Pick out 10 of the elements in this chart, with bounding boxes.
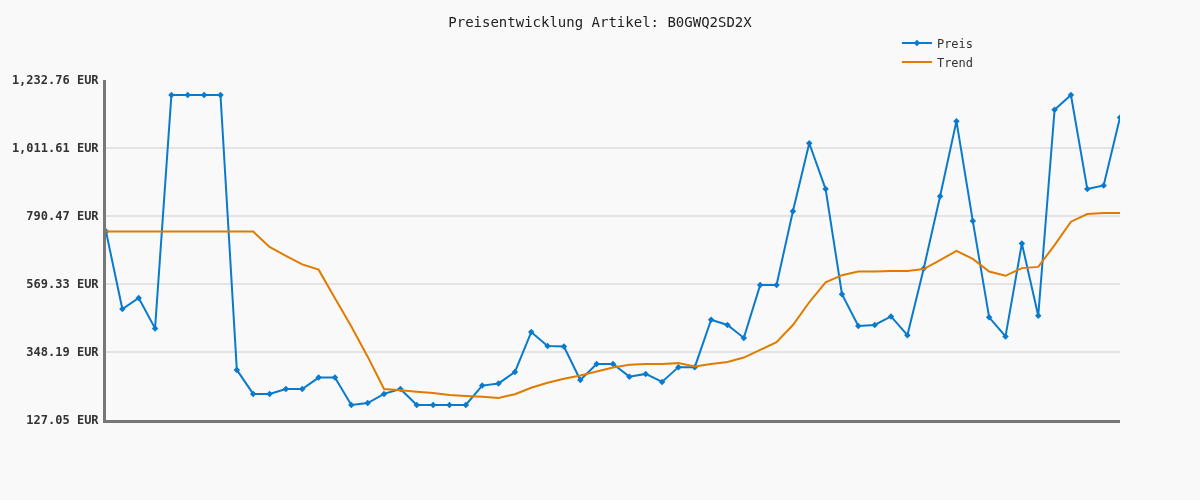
- y-tick-label: 127.05 EUR: [26, 413, 100, 428]
- y-tick-label: 569.33 EUR: [26, 277, 100, 292]
- legend-label: Trend: [936, 55, 974, 70]
- y-tick-label: 1,011.61 EUR: [11, 141, 100, 156]
- y-tick-label: 348.19 EUR: [26, 345, 100, 360]
- chart-title: Preisentwicklung Artikel: B0GWQ2SD2X: [448, 14, 753, 31]
- y-tick-label: 1,232.76 EUR: [11, 73, 100, 88]
- legend-label: Preis: [936, 36, 974, 51]
- line-series: [106, 212, 1120, 399]
- y-tick-label: 790.47 EUR: [26, 209, 100, 224]
